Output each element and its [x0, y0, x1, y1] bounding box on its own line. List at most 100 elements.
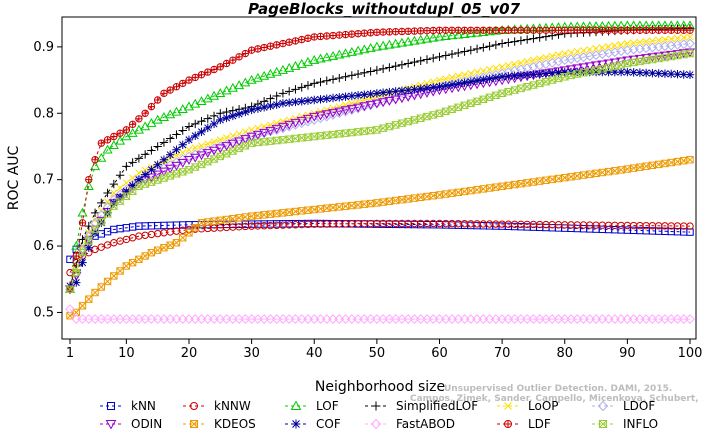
data-point — [141, 109, 149, 117]
data-point — [466, 77, 476, 86]
series-line — [69, 25, 690, 290]
data-point — [485, 26, 494, 34]
data-point — [84, 237, 94, 245]
data-point — [316, 95, 325, 104]
data-point — [259, 128, 270, 138]
data-point — [661, 26, 669, 34]
data-point — [535, 33, 544, 42]
data-point — [497, 89, 507, 98]
data-point — [340, 48, 351, 58]
data-point — [554, 51, 563, 59]
data-point — [492, 26, 500, 34]
plot-frame — [61, 16, 697, 340]
data-point — [623, 40, 631, 48]
data-point — [266, 42, 275, 50]
legend-label: kNNW — [214, 399, 251, 413]
data-point — [685, 314, 695, 324]
data-point — [372, 126, 382, 134]
data-point — [578, 63, 589, 73]
legend-label: COF — [316, 417, 341, 431]
data-point — [460, 26, 469, 34]
data-point — [72, 278, 81, 287]
data-point — [686, 228, 694, 236]
legend-item-odin: ODIN — [100, 417, 162, 431]
data-point — [309, 112, 320, 122]
y-tick-label: 0.5 — [33, 305, 54, 320]
data-point — [197, 117, 206, 126]
data-point — [83, 181, 94, 190]
data-point — [422, 83, 432, 93]
series-lines — [64, 20, 696, 324]
data-point — [241, 107, 250, 117]
data-point — [573, 26, 581, 34]
legend-item-ldof: LDOF — [592, 399, 655, 413]
data-point — [298, 35, 306, 44]
data-point — [623, 67, 632, 77]
data-point — [103, 136, 112, 144]
data-point — [441, 51, 450, 60]
data-point — [277, 64, 288, 74]
data-point — [460, 187, 469, 196]
data-point — [448, 26, 456, 34]
data-point — [440, 31, 451, 40]
data-point — [542, 26, 550, 34]
data-point — [529, 34, 538, 43]
y-axis-label: ROC AUC — [6, 145, 22, 210]
data-point — [541, 69, 551, 78]
data-point — [378, 40, 389, 50]
data-point — [384, 122, 394, 131]
data-point — [365, 100, 376, 110]
data-point — [548, 52, 556, 60]
data-point — [122, 187, 131, 196]
data-point — [179, 149, 187, 157]
data-point — [296, 116, 307, 126]
data-point — [259, 70, 270, 80]
data-point — [284, 87, 294, 96]
data-point — [598, 43, 606, 52]
data-point — [359, 127, 369, 135]
data-point — [254, 45, 262, 53]
data-point — [460, 78, 469, 87]
data-point — [378, 64, 388, 73]
data-point — [84, 243, 93, 252]
data-point — [542, 53, 550, 62]
data-point — [166, 86, 174, 94]
data-point — [597, 60, 608, 70]
legend-marker — [504, 420, 512, 428]
data-point — [397, 86, 407, 95]
y-tick-label: 0.8 — [33, 106, 54, 121]
data-point — [153, 160, 162, 169]
data-point — [172, 83, 181, 91]
data-point — [453, 29, 464, 39]
data-point — [448, 73, 456, 81]
data-point — [103, 188, 112, 198]
data-point — [115, 135, 126, 145]
data-point — [373, 28, 381, 36]
series-line — [69, 43, 691, 290]
data-point — [435, 109, 444, 117]
data-point — [454, 72, 462, 80]
data-point — [511, 60, 519, 68]
data-point — [654, 69, 663, 78]
data-point — [128, 181, 137, 190]
data-point — [291, 85, 300, 94]
data-point — [523, 26, 531, 34]
data-point — [222, 113, 231, 123]
data-point — [535, 69, 544, 79]
series-markers — [65, 67, 695, 291]
data-point — [178, 140, 187, 150]
data-point — [158, 167, 169, 177]
data-point — [122, 126, 131, 134]
legend-item-knnw: kNNW — [183, 399, 251, 413]
data-point — [485, 93, 495, 102]
data-point — [172, 239, 181, 247]
data-point — [210, 138, 218, 146]
data-point — [641, 68, 651, 78]
data-point — [304, 34, 312, 42]
data-point — [191, 131, 200, 141]
data-point — [71, 268, 81, 277]
watermark-line-2: Campos, Zimek, Sander, Campello, Micenko… — [410, 394, 702, 404]
data-point — [454, 48, 463, 58]
data-point — [103, 277, 112, 286]
data-point — [91, 288, 99, 297]
